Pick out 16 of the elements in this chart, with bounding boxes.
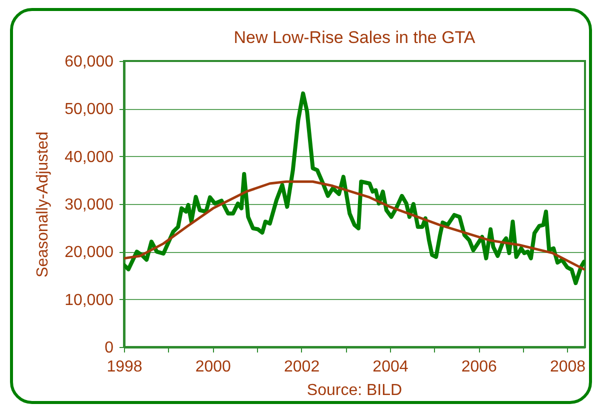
x-tick-label: 2008 bbox=[550, 358, 586, 376]
y-tick-label: 40,000 bbox=[64, 148, 114, 166]
y-tick-label: 10,000 bbox=[64, 292, 114, 309]
y-tick-label: 20,000 bbox=[64, 244, 114, 262]
y-tick-label: 30,000 bbox=[64, 196, 114, 214]
x-tick-label: 1998 bbox=[106, 358, 142, 376]
source-note: Source: BILD bbox=[306, 382, 404, 400]
x-tick-label: 2004 bbox=[372, 358, 408, 376]
y-tick-label: 0 bbox=[104, 340, 114, 356]
y-tick-label: 60,000 bbox=[64, 54, 114, 70]
x-tick-label: 2002 bbox=[284, 358, 320, 376]
x-tick-label: 2006 bbox=[461, 358, 498, 376]
y-tick-label: 50,000 bbox=[64, 101, 114, 118]
y-axis-title: Seasonally-Adjusted bbox=[34, 132, 52, 278]
chart-title: New Low-Rise Sales in the GTA bbox=[234, 28, 476, 47]
x-tick-label: 2000 bbox=[195, 358, 232, 376]
